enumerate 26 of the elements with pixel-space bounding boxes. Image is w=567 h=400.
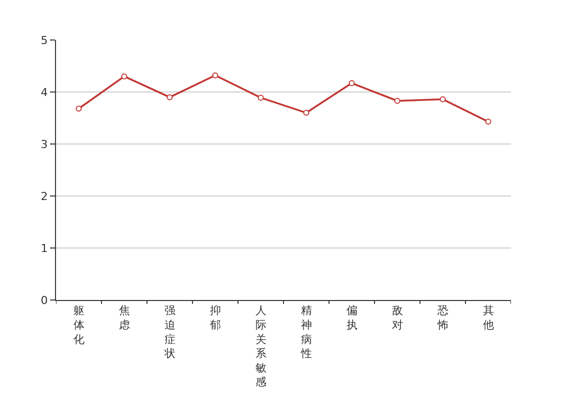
x-tick-label: 人际关系敏感: [255, 304, 266, 389]
point: [121, 73, 128, 80]
x-tick-label: 躯体化: [73, 304, 84, 346]
y-tick-label: 5: [40, 34, 48, 47]
point: [485, 118, 492, 125]
x-tick-label: 强迫症状: [163, 304, 176, 360]
point: [258, 94, 264, 101]
x-tick-label: 敌对: [392, 304, 403, 332]
y-tick-label: 3: [40, 138, 48, 151]
x-tick-label: 焦虑: [118, 304, 130, 332]
x-tick-label: 精神病性: [300, 304, 312, 360]
x-tick-label: 恐怖: [436, 304, 448, 332]
point: [212, 72, 218, 78]
y-tick-label: 2: [40, 190, 48, 203]
point: [440, 96, 446, 102]
point: [303, 110, 310, 116]
point: [394, 98, 400, 104]
point: [348, 80, 355, 86]
y-tick-label: 4: [40, 86, 48, 99]
point: [166, 94, 173, 100]
y-tick-label: 1: [40, 242, 48, 255]
point: [76, 106, 82, 112]
x-tick-label: 其他: [482, 304, 494, 332]
x-tick-label: 抑郁: [210, 304, 221, 332]
y-tick-label: 0: [40, 294, 48, 307]
x-tick-label: 偏执: [346, 304, 358, 332]
